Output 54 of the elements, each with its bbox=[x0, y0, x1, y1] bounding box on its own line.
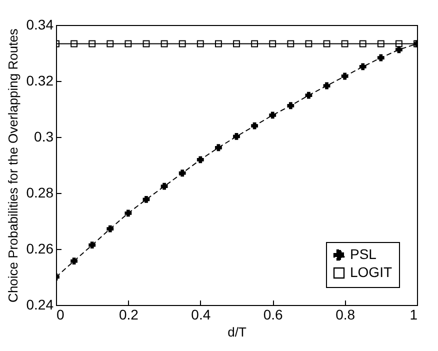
y-tick-label: 0.28 bbox=[26, 184, 54, 200]
x-tick-label: 0 bbox=[56, 306, 64, 322]
y-axis-title: Choice Probabilities for the Overlapping Routes bbox=[5, 28, 20, 302]
point bbox=[305, 40, 312, 48]
x-tick-label: 0.8 bbox=[336, 306, 356, 322]
point bbox=[269, 40, 276, 48]
legend-label: LOGIT bbox=[350, 264, 392, 280]
point bbox=[323, 82, 330, 90]
point bbox=[70, 258, 78, 264]
point bbox=[377, 54, 384, 62]
point bbox=[377, 40, 384, 48]
point bbox=[178, 170, 186, 177]
point bbox=[106, 40, 114, 48]
point bbox=[395, 40, 402, 48]
point bbox=[341, 40, 348, 48]
y-tick-label: 0.3 bbox=[34, 128, 54, 144]
point bbox=[341, 72, 348, 80]
point bbox=[160, 40, 168, 48]
x-axis-title: d/T bbox=[228, 324, 246, 340]
point bbox=[287, 40, 294, 48]
x-tick-label: 0.2 bbox=[118, 306, 139, 322]
point bbox=[70, 40, 78, 48]
point bbox=[395, 46, 402, 54]
point bbox=[251, 40, 258, 48]
point bbox=[233, 40, 240, 48]
point bbox=[142, 40, 150, 48]
y-tick-label: 0.24 bbox=[26, 296, 54, 312]
point bbox=[359, 40, 366, 48]
point bbox=[233, 132, 240, 140]
point bbox=[196, 156, 204, 164]
point bbox=[160, 182, 168, 190]
point bbox=[88, 242, 96, 249]
x-tick-label: 0.4 bbox=[191, 306, 211, 322]
point bbox=[106, 225, 114, 232]
x-tick-label: 1 bbox=[410, 306, 418, 322]
point bbox=[142, 196, 150, 203]
point bbox=[214, 144, 222, 152]
point bbox=[124, 40, 132, 48]
point bbox=[287, 102, 294, 110]
point bbox=[178, 40, 186, 48]
legend-label: PSL bbox=[350, 246, 377, 262]
point bbox=[251, 122, 258, 130]
y-tick-label: 0.34 bbox=[26, 16, 54, 32]
point bbox=[214, 40, 222, 48]
point bbox=[269, 112, 276, 119]
x-tick-label: 0.6 bbox=[263, 306, 284, 322]
point bbox=[359, 63, 366, 70]
point bbox=[305, 92, 312, 99]
point bbox=[196, 40, 204, 48]
point bbox=[124, 210, 132, 217]
point bbox=[88, 40, 96, 48]
y-tick-label: 0.26 bbox=[26, 240, 54, 256]
y-tick-label: 0.32 bbox=[26, 72, 54, 88]
point bbox=[323, 40, 330, 48]
